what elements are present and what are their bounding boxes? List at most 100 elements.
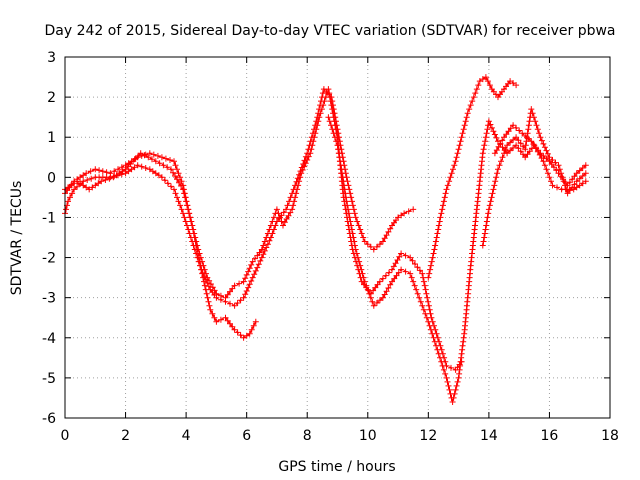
data-point-marker xyxy=(433,234,440,241)
data-point-marker xyxy=(65,184,71,191)
data-point-marker xyxy=(178,183,185,189)
data-point-marker xyxy=(579,165,586,171)
data-point-marker xyxy=(248,261,255,268)
data-point-marker xyxy=(482,134,489,141)
data-point-marker xyxy=(544,170,551,177)
data-point-marker xyxy=(103,169,110,176)
data-point-marker xyxy=(460,126,467,133)
data-point-marker xyxy=(534,126,541,133)
data-point-marker xyxy=(92,166,99,173)
data-point-marker xyxy=(178,206,185,213)
data-point-marker xyxy=(264,230,271,237)
data-point-marker xyxy=(339,170,345,177)
data-point-marker xyxy=(402,268,409,275)
data-point-marker xyxy=(145,154,152,161)
y-tick-label: -4 xyxy=(42,331,56,347)
data-point-marker xyxy=(240,278,247,285)
data-point-marker xyxy=(533,122,540,129)
data-point-marker xyxy=(240,294,247,301)
y-tick-label: 0 xyxy=(47,170,56,186)
data-point-marker xyxy=(257,257,264,264)
data-point-marker xyxy=(364,286,371,293)
data-point-marker xyxy=(522,142,529,149)
data-point-marker xyxy=(467,102,474,109)
data-point-marker xyxy=(358,266,365,273)
data-point-marker xyxy=(411,282,418,289)
data-point-marker xyxy=(528,106,535,113)
data-point-marker xyxy=(246,265,253,272)
data-point-marker xyxy=(252,318,259,325)
data-point-marker xyxy=(394,257,401,263)
data-point-marker xyxy=(290,202,297,209)
data-point-marker xyxy=(102,177,109,183)
data-point-marker xyxy=(115,166,121,173)
data-point-marker xyxy=(174,194,180,201)
data-point-marker xyxy=(479,76,486,83)
data-point-marker xyxy=(379,238,386,245)
data-point-marker xyxy=(275,210,282,217)
data-point-marker xyxy=(328,122,334,129)
data-point-marker xyxy=(426,322,433,329)
data-point-marker xyxy=(351,242,358,249)
data-point-marker xyxy=(206,302,213,309)
data-point-marker xyxy=(137,150,144,157)
data-point-marker xyxy=(84,177,91,183)
series-track-7 xyxy=(491,122,589,189)
data-point-marker xyxy=(196,258,203,265)
plot-frame xyxy=(64,56,611,419)
data-point-marker xyxy=(344,202,351,209)
data-point-marker xyxy=(335,150,342,157)
data-point-marker xyxy=(63,206,69,213)
data-point-marker xyxy=(237,332,244,339)
data-point-marker xyxy=(318,106,325,113)
data-point-marker xyxy=(162,155,169,162)
data-point-marker xyxy=(493,174,500,181)
data-point-marker xyxy=(366,290,373,297)
data-point-marker xyxy=(398,250,405,257)
data-point-marker xyxy=(337,162,344,169)
data-point-marker xyxy=(385,285,392,291)
data-point-marker xyxy=(309,142,316,149)
data-point-marker xyxy=(420,278,427,285)
y-tick-label: -2 xyxy=(42,251,56,267)
data-point-marker xyxy=(480,238,487,245)
data-point-marker xyxy=(189,222,196,229)
data-point-marker xyxy=(488,124,495,131)
data-point-marker xyxy=(357,226,364,233)
data-point-marker xyxy=(480,146,487,153)
data-point-marker xyxy=(573,170,580,177)
data-point-marker xyxy=(453,154,460,161)
data-point-marker xyxy=(376,241,383,248)
data-point-marker xyxy=(556,166,563,173)
data-point-marker xyxy=(340,178,347,185)
data-point-marker xyxy=(217,316,224,323)
data-point-marker xyxy=(495,166,501,173)
y-tick-label: 2 xyxy=(47,90,56,106)
data-point-marker xyxy=(87,168,94,175)
data-point-marker xyxy=(507,139,514,146)
data-point-marker xyxy=(554,184,560,191)
data-point-marker xyxy=(261,238,268,245)
data-point-marker xyxy=(345,210,352,217)
data-point-marker xyxy=(373,300,380,306)
data-point-marker xyxy=(376,278,383,285)
data-point-marker xyxy=(142,165,149,171)
data-point-marker xyxy=(255,261,262,268)
data-point-marker xyxy=(138,163,145,170)
data-point-marker xyxy=(237,297,244,304)
data-point-marker xyxy=(284,202,291,209)
data-point-marker xyxy=(234,300,241,306)
data-point-marker xyxy=(454,378,461,385)
data-point-marker xyxy=(482,138,489,145)
data-point-marker xyxy=(65,198,71,205)
data-point-marker xyxy=(206,277,213,284)
data-point-marker xyxy=(83,170,90,177)
data-point-marker xyxy=(564,182,571,189)
data-point-marker xyxy=(576,182,583,189)
data-point-marker xyxy=(181,214,188,221)
data-point-marker xyxy=(168,183,174,190)
data-point-marker xyxy=(358,230,365,237)
data-point-marker xyxy=(543,155,550,162)
data-point-marker xyxy=(304,157,311,163)
